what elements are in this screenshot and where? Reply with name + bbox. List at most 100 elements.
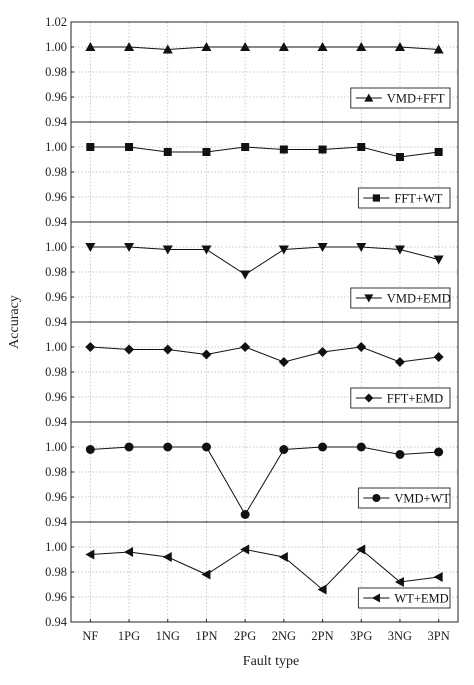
y-tick-label: 0.98 (45, 65, 67, 79)
data-point (357, 143, 366, 151)
data-point (356, 342, 367, 352)
data-point (433, 572, 443, 582)
y-tick-label: 0.94 (45, 415, 68, 429)
y-tick-label: 0.96 (45, 390, 67, 404)
data-point (279, 445, 289, 454)
data-point (433, 352, 444, 362)
data-point (201, 245, 212, 255)
data-point (85, 342, 96, 352)
panel-vmd-fft: 0.94 0.96 0.98 1.00 1.02 VMD+FFT (45, 15, 459, 129)
y-tick-label: 0.98 (45, 365, 67, 379)
y-tick-label: 0.98 (45, 265, 67, 279)
data-point (394, 577, 404, 587)
y-tick-label: 0.94 (45, 615, 68, 629)
y-tick-label: 0.96 (45, 590, 67, 604)
data-point (163, 442, 173, 452)
data-point (395, 450, 405, 459)
data-point (240, 544, 250, 555)
y-tick-label: 1.00 (45, 540, 67, 554)
x-tick-label: 1PN (195, 629, 217, 643)
data-point (317, 243, 328, 252)
legend-marker (364, 294, 374, 303)
data-point (240, 42, 251, 51)
y-tick-label: 1.00 (45, 440, 67, 454)
data-point (163, 148, 172, 156)
data-point (317, 347, 328, 357)
data-point (85, 42, 96, 51)
y-tick-label: 0.98 (45, 565, 67, 579)
legend-box (357, 487, 451, 509)
y-tick-label: 0.98 (45, 465, 67, 479)
y-tick-label: 1.00 (45, 240, 67, 254)
legend-box (350, 287, 451, 309)
data-point (434, 148, 443, 156)
data-point (317, 584, 327, 595)
y-tick-label: 1.00 (45, 140, 67, 154)
series-line (90, 146, 439, 158)
data-point (201, 349, 212, 360)
legend-marker (364, 393, 374, 403)
data-point (202, 148, 211, 156)
data-point (162, 344, 173, 355)
data-point (162, 44, 173, 54)
data-point (240, 510, 250, 519)
data-point (124, 42, 135, 51)
x-axis-title: Fault type (243, 654, 299, 669)
y-tick-label: 0.96 (45, 90, 67, 104)
y-tick-label: 0.96 (45, 490, 67, 504)
panel-fft-wt: 0.94 0.96 0.98 1.00 FFT+WT (45, 121, 459, 229)
data-point (278, 42, 289, 51)
panel-vmd-wt: 0.94 0.96 0.98 1.00 VMD+WT (45, 421, 459, 529)
legend-label: VMD+EMD (387, 292, 451, 306)
data-point (86, 143, 95, 151)
x-tick-label: 1NG (156, 629, 180, 643)
data-point (356, 544, 366, 555)
x-tick-label: 3PG (350, 629, 372, 643)
y-tick-label: 1.00 (45, 40, 67, 54)
data-point (394, 245, 405, 255)
data-point (124, 344, 135, 355)
data-point (124, 243, 135, 252)
series-line (90, 346, 439, 363)
y-tick-label: 0.98 (45, 165, 67, 179)
y-axis-title: Accuracy (7, 295, 22, 349)
data-point (395, 153, 404, 161)
y-tick-label: 1.00 (45, 340, 67, 354)
x-tick-label: 1PG (118, 629, 140, 643)
data-point (278, 245, 289, 255)
legend-label: FFT+WT (394, 192, 442, 206)
legend-marker (372, 194, 380, 202)
legend-label: FFT+EMD (387, 392, 443, 406)
data-point (278, 357, 289, 367)
data-point (125, 143, 134, 151)
legend-marker (371, 593, 380, 603)
legend-box (350, 387, 451, 409)
panel-frame (70, 521, 459, 623)
data-point (201, 442, 211, 452)
y-tick-label: 0.94 (45, 315, 68, 329)
data-point (394, 357, 405, 367)
legend-box (350, 87, 451, 109)
series-line (90, 46, 439, 51)
x-tick-label: 2PN (311, 629, 333, 643)
x-tick-label: 2PG (234, 629, 256, 643)
data-point (162, 245, 173, 255)
data-point (85, 243, 96, 252)
series-line (90, 548, 439, 591)
legend-box (357, 187, 451, 209)
data-point (278, 552, 288, 562)
panel-vmd-emd: 0.94 0.96 0.98 1.00 VMD+EMD (45, 221, 459, 329)
series-line (90, 446, 439, 516)
data-point (201, 42, 212, 51)
y-tick-label: 0.94 (45, 515, 68, 529)
legend-label: VMD+FFT (387, 92, 445, 106)
x-tick-label: NF (82, 629, 98, 643)
data-point (162, 552, 172, 562)
y-tick-label: 0.96 (45, 290, 67, 304)
data-point (279, 145, 288, 154)
data-point (124, 547, 134, 557)
data-point (394, 42, 405, 51)
panel-fft-emd: 0.94 0.96 0.98 1.00 FFT+EMD (45, 321, 459, 429)
legend-label: VMD+WT (394, 492, 450, 506)
data-point (433, 255, 444, 265)
